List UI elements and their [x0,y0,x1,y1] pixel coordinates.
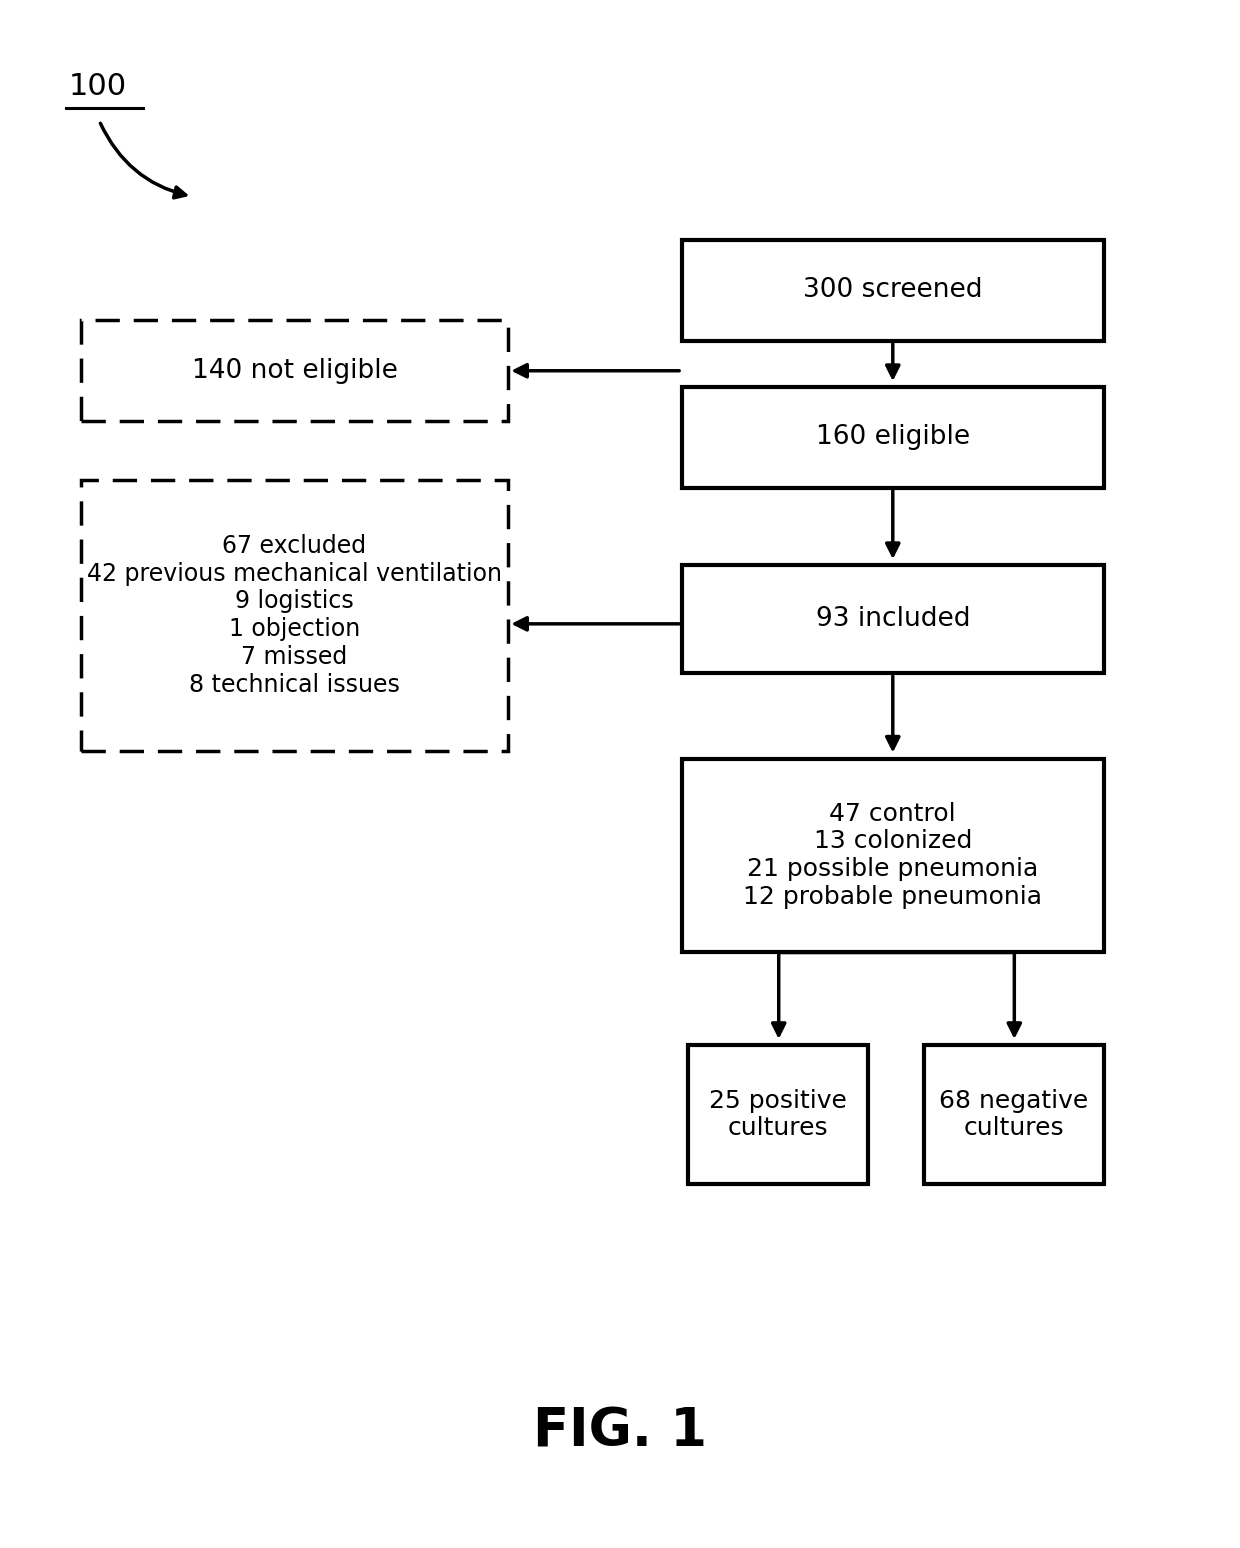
Text: 25 positive
cultures: 25 positive cultures [709,1088,847,1141]
FancyBboxPatch shape [682,240,1104,341]
FancyBboxPatch shape [81,480,508,751]
Text: FIG. 1: FIG. 1 [533,1406,707,1458]
FancyBboxPatch shape [81,320,508,421]
FancyBboxPatch shape [924,1045,1104,1184]
Text: 67 excluded
42 previous mechanical ventilation
9 logistics
1 objection
7 missed
: 67 excluded 42 previous mechanical venti… [87,534,502,697]
FancyBboxPatch shape [688,1045,868,1184]
FancyBboxPatch shape [682,759,1104,952]
Text: 93 included: 93 included [816,607,970,632]
Text: 300 screened: 300 screened [804,277,982,303]
Text: 68 negative
cultures: 68 negative cultures [939,1088,1089,1141]
Text: 47 control
13 colonized
21 possible pneumonia
12 probable pneumonia: 47 control 13 colonized 21 possible pneu… [743,802,1043,909]
FancyBboxPatch shape [682,387,1104,488]
Text: 160 eligible: 160 eligible [816,424,970,450]
Text: 100: 100 [68,71,126,101]
Text: 140 not eligible: 140 not eligible [191,358,398,384]
FancyBboxPatch shape [682,565,1104,673]
